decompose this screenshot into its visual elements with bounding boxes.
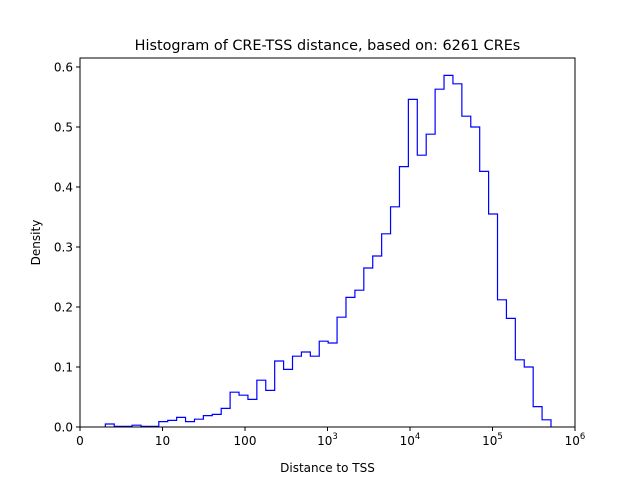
histogram-bin: [159, 422, 168, 427]
x-tick-label: 103: [317, 432, 338, 448]
histogram-bin: [177, 417, 186, 427]
histogram-bin: [391, 207, 400, 427]
histogram-bin: [310, 356, 319, 427]
histogram-bin: [515, 360, 524, 427]
histogram-bin: [506, 318, 515, 427]
x-tick-label: 105: [482, 432, 503, 448]
histogram-bin: [364, 268, 373, 427]
histogram-bin: [212, 414, 221, 427]
histogram-bin: [524, 367, 533, 427]
y-tick-label: 0.1: [54, 361, 73, 375]
histogram-bin: [435, 89, 444, 427]
histogram-bin: [221, 408, 230, 427]
histogram-bin: [444, 75, 453, 427]
histogram-bin: [426, 134, 435, 427]
histogram-bin: [462, 116, 471, 427]
histogram-bin: [257, 380, 266, 427]
histogram-bin: [489, 214, 498, 427]
y-tick-label: 0.3: [54, 241, 73, 255]
chart-title: Histogram of CRE-TSS distance, based on:…: [135, 38, 521, 54]
histogram-bin: [346, 297, 355, 427]
x-axis-label: Distance to TSS: [280, 461, 375, 475]
histogram-bin: [284, 369, 293, 427]
histogram-bin: [275, 361, 284, 427]
histogram-bin: [239, 395, 248, 427]
histogram-bin: [319, 341, 328, 427]
histogram-bin: [301, 352, 310, 427]
histogram-bin: [293, 356, 302, 427]
histogram-bin: [399, 167, 408, 427]
histogram-bin: [168, 420, 177, 427]
histogram-bin: [355, 290, 364, 427]
histogram-bin: [382, 234, 391, 427]
histogram-bin: [533, 407, 542, 427]
plot-area: [104, 74, 552, 427]
histogram-bin: [248, 399, 257, 427]
histogram-step-line: [104, 74, 552, 427]
histogram-bin: [337, 317, 346, 427]
histogram-bin: [453, 84, 462, 427]
histogram-bin: [186, 422, 195, 427]
y-tick-label: 0.6: [54, 61, 73, 75]
x-tick-label: 104: [400, 432, 421, 448]
x-axis-ticks: 0 10 100 103 104 105 106: [76, 427, 585, 448]
x-tick-label: 106: [565, 432, 586, 448]
y-tick-label: 0.2: [54, 301, 73, 315]
x-tick-label: 10: [155, 434, 170, 448]
histogram-bin: [498, 300, 507, 427]
y-tick-label: 0.4: [54, 181, 73, 195]
histogram-bin: [408, 99, 417, 427]
y-tick-label: 0.0: [54, 421, 73, 435]
x-tick-label: 100: [234, 434, 257, 448]
histogram-bin: [203, 416, 212, 427]
y-axis-label: Density: [29, 220, 43, 266]
histogram-bin: [266, 390, 275, 427]
histogram-bin: [417, 155, 426, 427]
histogram-bin: [471, 127, 480, 427]
axes-frame: [79, 57, 576, 428]
histogram-bin: [480, 171, 489, 427]
histogram-bin: [194, 419, 203, 427]
y-tick-label: 0.5: [54, 121, 73, 135]
histogram-bin: [328, 343, 337, 427]
x-tick-label: 0: [76, 434, 84, 448]
y-axis-ticks: 0.0 0.1 0.2 0.3 0.4 0.5 0.6: [54, 61, 80, 435]
histogram-bin: [373, 256, 382, 427]
histogram-bin: [230, 392, 239, 427]
histogram-bin: [542, 420, 551, 427]
